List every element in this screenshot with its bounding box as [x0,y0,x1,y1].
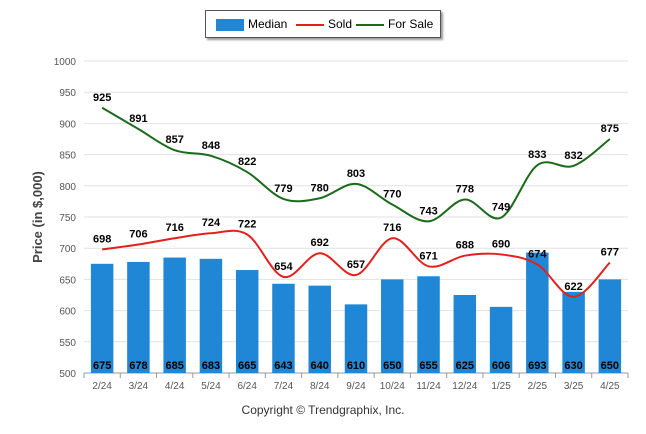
data-label-for-sale: 780 [311,182,329,194]
x-tick-label: 5/24 [201,381,221,392]
copyright-text: Copyright © Trendgraphix, Inc. [241,403,405,417]
data-label-for-sale: 848 [202,140,220,152]
bar [453,295,477,373]
x-tick-label: 2/24 [92,381,112,392]
x-tick-label: 3/24 [129,381,149,392]
data-label-for-sale: 891 [129,113,147,125]
bar [90,263,114,373]
legend-sold-swatch [296,24,324,26]
data-label-sold: 657 [347,259,365,271]
legend-median-swatch [216,19,244,31]
data-label-median: 650 [601,360,619,372]
data-label-for-sale: 822 [238,156,256,168]
bar [308,285,331,373]
data-label-for-sale: 925 [93,92,111,104]
data-label-sold: 724 [202,217,221,229]
data-label-for-sale: 749 [492,202,510,214]
x-tick-label: 4/25 [600,381,620,392]
y-axis-label: Price (in $,000) [30,171,45,263]
y-tick-label: 700 [59,244,76,255]
y-tick-label: 600 [59,307,76,318]
data-label-for-sale: 778 [456,184,474,196]
series-line-for-sale [101,106,611,223]
bar [127,261,150,373]
x-tick-label: 9/24 [346,381,366,392]
series-line-sold [101,229,611,298]
x-tick-label: 1/25 [491,381,511,392]
x-tick-label: 6/24 [237,381,257,392]
bar [598,279,622,373]
data-label-sold: 692 [311,237,329,249]
data-label-sold: 688 [456,240,474,252]
data-label-for-sale: 779 [274,183,292,195]
data-label-for-sale: 743 [419,205,437,217]
bar [526,252,549,373]
data-label-median: 665 [238,360,256,372]
legend-median-label: Median [248,17,288,31]
data-label-median: 678 [129,360,147,372]
x-tick-label: 12/24 [452,381,477,392]
legend: Median Sold For Sale [205,10,441,38]
data-label-sold: 716 [165,222,183,234]
bar [344,304,368,373]
data-label-median: 630 [564,360,582,372]
data-label-for-sale: 803 [347,168,365,180]
data-label-sold: 690 [492,238,510,250]
data-label-sold: 654 [274,261,293,273]
y-tick-label: 950 [59,88,76,99]
data-label-median: 610 [347,360,365,372]
data-label-median: 650 [383,360,401,372]
x-tick-label: 3/25 [564,381,584,392]
data-label-sold: 716 [383,222,401,234]
data-label-median: 685 [165,360,183,372]
x-tick-label: 11/24 [416,381,441,392]
x-tick-label: 4/24 [165,381,185,392]
data-label-for-sale: 875 [601,123,619,135]
data-label-for-sale: 770 [383,189,401,201]
bar [163,257,186,373]
bar [235,270,259,373]
bar [417,276,440,373]
y-tick-label: 900 [59,119,76,130]
data-label-for-sale: 857 [165,134,183,146]
data-label-median: 655 [419,360,437,372]
data-label-median: 625 [456,360,474,372]
data-label-sold: 671 [419,250,437,262]
bar [562,291,585,373]
y-tick-label: 1000 [54,57,77,68]
data-label-median: 683 [202,360,220,372]
data-label-sold: 698 [93,233,111,245]
data-label-for-sale: 832 [564,150,582,162]
bar [489,306,513,373]
x-tick-label: 2/25 [528,381,548,392]
data-label-median: 606 [492,360,510,372]
data-label-median: 640 [311,360,329,372]
x-tick-label: 10/24 [380,381,405,392]
data-label-sold: 706 [129,228,147,240]
y-tick-label: 500 [59,369,76,380]
legend-forsale-label: For Sale [388,17,434,31]
bar [381,279,404,373]
legend-sold-label: Sold [328,17,353,31]
y-tick-label: 750 [59,213,76,224]
y-tick-label: 650 [59,275,76,286]
data-label-sold: 622 [564,281,582,293]
y-tick-label: 850 [59,151,76,162]
data-label-median: 643 [274,360,292,372]
data-label-median: 693 [528,360,546,372]
y-tick-label: 550 [59,338,76,349]
data-label-sold: 677 [601,247,619,259]
data-label-median: 675 [93,360,111,372]
data-label-sold: 722 [238,218,256,230]
x-tick-label: 8/24 [310,381,330,392]
bar [272,283,295,373]
bar [199,258,223,373]
y-tick-label: 800 [59,182,76,193]
x-tick-label: 7/24 [274,381,294,392]
data-label-sold: 674 [528,248,547,260]
legend-forsale-swatch [356,24,384,26]
data-label-for-sale: 833 [528,149,546,161]
